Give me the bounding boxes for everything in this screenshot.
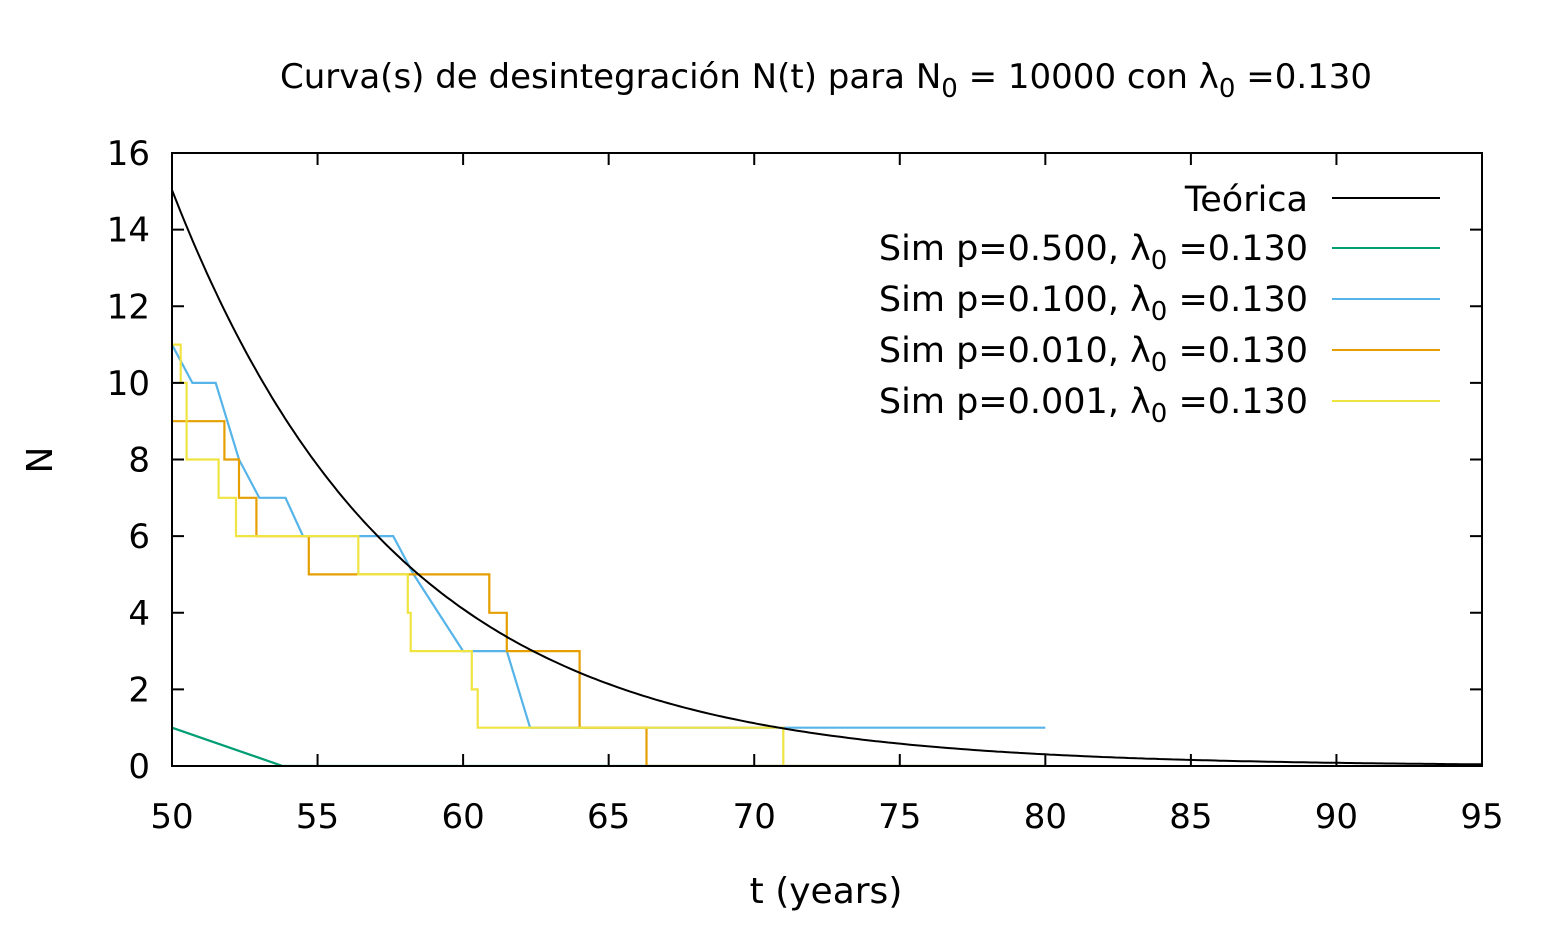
legend-entry-p0010: Sim p=0.010, λ0 =0.130 <box>879 331 1440 378</box>
title-suffix: =0.130 <box>1235 57 1372 97</box>
series-line-0 <box>172 726 1046 766</box>
x-tick-label: 55 <box>296 797 339 837</box>
legend-label-p0500: Sim p=0.500, λ0 =0.130 <box>879 229 1308 276</box>
title-subscript-n0: 0 <box>941 74 958 104</box>
x-tick-label: 90 <box>1315 797 1358 837</box>
y-tick-label: 0 <box>128 747 150 787</box>
y-axis-label: N <box>20 447 61 474</box>
title-mid: = 10000 con λ <box>958 57 1219 97</box>
legend-entry-p0100: Sim p=0.100, λ0 =0.130 <box>879 280 1440 327</box>
x-tick-label: 80 <box>1024 797 1067 837</box>
legend-entry-p0500: Sim p=0.500, λ0 =0.130 <box>879 229 1440 276</box>
y-tick-label: 16 <box>107 134 150 174</box>
chart-title: Curva(s) de desintegración N(t) para N0 … <box>280 57 1372 104</box>
legend-label-p0100: Sim p=0.100, λ0 =0.130 <box>879 280 1308 327</box>
legend-entry-p0001: Sim p=0.001, λ0 =0.130 <box>879 382 1440 429</box>
x-tick-label: 70 <box>733 797 776 837</box>
y-tick-label: 4 <box>128 594 150 634</box>
y-tick-label: 2 <box>128 670 150 710</box>
x-tick-label: 85 <box>1169 797 1212 837</box>
y-tick-label: 6 <box>128 517 150 557</box>
ticks-layer: 50 55 60 65 70 75 80 85 90 95 0 2 4 6 8 10 12 14 16 <box>107 134 1504 837</box>
series-line-2 <box>172 420 1046 766</box>
y-tick-label: 10 <box>107 364 150 404</box>
x-tick-label: 60 <box>441 797 484 837</box>
x-tick-label: 50 <box>150 797 193 837</box>
legend-label-p0010: Sim p=0.010, λ0 =0.130 <box>879 331 1308 378</box>
legend-label-p0001: Sim p=0.001, λ0 =0.130 <box>879 382 1308 429</box>
series-line-3 <box>172 343 785 766</box>
y-tick-label: 14 <box>107 211 150 251</box>
series-layer <box>172 189 1482 766</box>
x-tick-label: 75 <box>878 797 921 837</box>
legend: Teórica Sim p=0.500, λ0 =0.130 Sim p=0.1… <box>879 180 1440 429</box>
x-tick-label: 95 <box>1460 797 1503 837</box>
theory-curve <box>172 189 1482 766</box>
y-tick-label: 8 <box>128 441 150 481</box>
title-subscript-lambda0: 0 <box>1219 74 1236 104</box>
legend-entry-theory: Teórica <box>1184 180 1440 220</box>
title-prefix: Curva(s) de desintegración N(t) para N <box>280 57 941 97</box>
x-tick-label: 65 <box>587 797 630 837</box>
x-axis-label: t (years) <box>750 871 903 912</box>
y-tick-label: 12 <box>107 287 150 327</box>
legend-label-theory: Teórica <box>1184 180 1308 220</box>
